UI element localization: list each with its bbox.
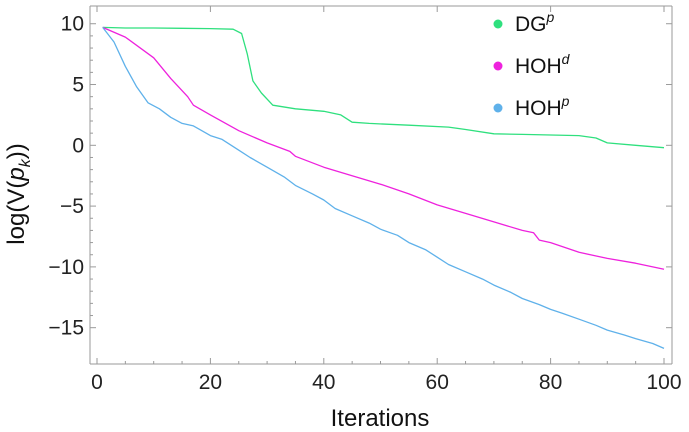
legend: DGp HOHd HOHp (493, 9, 571, 120)
legend-label: HOHp (515, 93, 570, 120)
legend-marker (493, 61, 503, 71)
y-tick-label: 10 (61, 13, 84, 36)
series-line-hoh-p (102, 27, 665, 349)
legend-marker (493, 103, 503, 113)
x-tick-label: 100 (646, 371, 681, 394)
series-layer (102, 26, 665, 349)
x-axis-title: Iterations (331, 405, 430, 432)
y-tick-label: 0 (72, 134, 84, 157)
x-tick-label: 0 (91, 371, 103, 394)
x-tick-label: 20 (199, 371, 222, 394)
y-tick-label: −15 (48, 317, 84, 340)
legend-label: DGp (515, 9, 555, 36)
axes: 0 20 40 60 80 100 10 5 0 −5 −10 −15 (48, 5, 682, 394)
x-tick-label: 60 (426, 371, 449, 394)
y-tick-label: −10 (48, 256, 84, 279)
y-axis-title: log(V(pk)) (3, 143, 34, 244)
legend-marker (493, 19, 503, 29)
series-line-dg-p (102, 26, 665, 149)
y-tick-label: −5 (60, 195, 84, 218)
legend-label: HOHd (515, 51, 571, 78)
y-tick-label: 5 (72, 74, 84, 97)
x-tick-label: 80 (539, 371, 562, 394)
series-line-hoh-d (102, 26, 665, 270)
x-tick-label: 40 (312, 371, 335, 394)
